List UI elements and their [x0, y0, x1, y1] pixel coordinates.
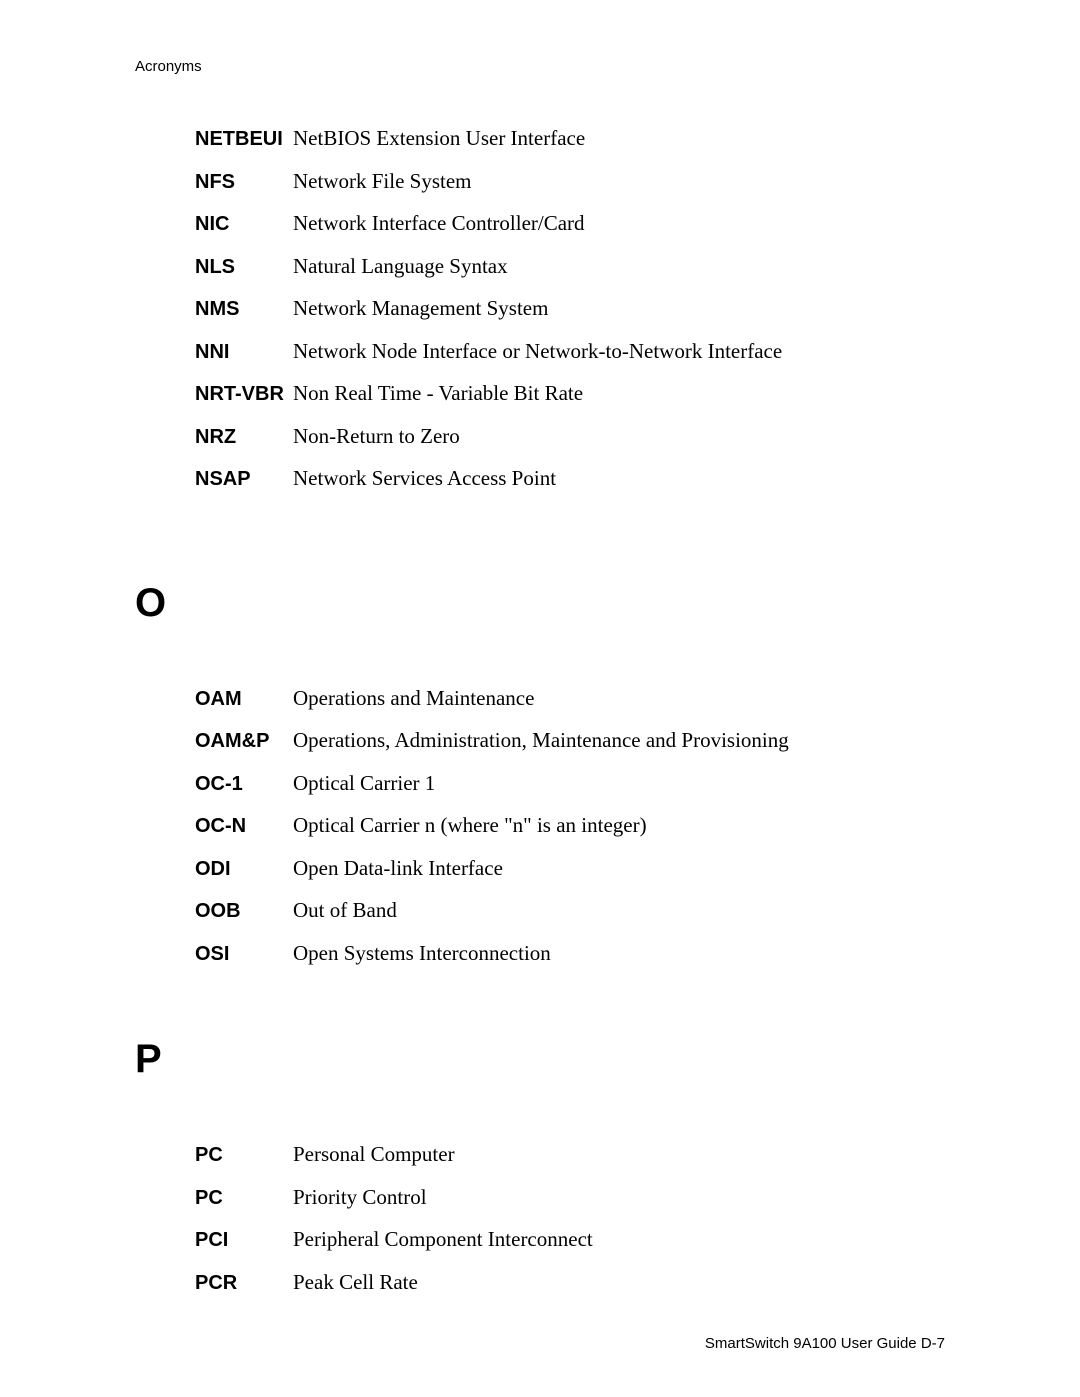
entry-row: NLS Natural Language Syntax [195, 251, 945, 283]
entry-row: PC Personal Computer [195, 1139, 945, 1171]
entry-term: OAM&P [195, 726, 293, 756]
entry-def: Operations, Administration, Maintenance … [293, 725, 945, 757]
entry-row: OAM&P Operations, Administration, Mainte… [195, 725, 945, 757]
entry-row: OC-N Optical Carrier n (where "n" is an … [195, 810, 945, 842]
entry-def: Non Real Time - Variable Bit Rate [293, 378, 945, 410]
entry-term: OC-1 [195, 769, 293, 799]
entry-def: Optical Carrier 1 [293, 768, 945, 800]
entry-row: OC-1 Optical Carrier 1 [195, 768, 945, 800]
entry-row: NETBEUI NetBIOS Extension User Interface [195, 123, 945, 155]
entry-term: NFS [195, 167, 293, 197]
entry-term: ODI [195, 854, 293, 884]
entry-term: NNI [195, 337, 293, 367]
entry-row: OOB Out of Band [195, 895, 945, 927]
entry-term: OSI [195, 939, 293, 969]
entry-row: OAM Operations and Maintenance [195, 683, 945, 715]
section-o: O OAM Operations and Maintenance OAM&P O… [135, 583, 945, 970]
entry-def: Network Node Interface or Network-to-Net… [293, 336, 945, 368]
entry-term: PC [195, 1140, 293, 1170]
entry-row: PC Priority Control [195, 1182, 945, 1214]
entry-row: NIC Network Interface Controller/Card [195, 208, 945, 240]
entry-term: PCR [195, 1268, 293, 1298]
entry-def: Peripheral Component Interconnect [293, 1224, 945, 1256]
section-letter: P [135, 1039, 945, 1079]
entry-def: Open Systems Interconnection [293, 938, 945, 970]
entry-row: NRZ Non-Return to Zero [195, 421, 945, 453]
entry-list: OAM Operations and Maintenance OAM&P Ope… [135, 683, 945, 970]
entry-term: OC-N [195, 811, 293, 841]
entry-def: Network Interface Controller/Card [293, 208, 945, 240]
entry-def: Non-Return to Zero [293, 421, 945, 453]
entry-def: Open Data-link Interface [293, 853, 945, 885]
entry-term: OAM [195, 684, 293, 714]
entry-def: Personal Computer [293, 1139, 945, 1171]
entry-def: Network File System [293, 166, 945, 198]
entry-term: OOB [195, 896, 293, 926]
entry-term: NETBEUI [195, 124, 293, 154]
section-p: P PC Personal Computer PC Priority Contr… [135, 1039, 945, 1298]
entry-def: Network Services Access Point [293, 463, 945, 495]
entry-row: NSAP Network Services Access Point [195, 463, 945, 495]
entry-row: OSI Open Systems Interconnection [195, 938, 945, 970]
page-footer: SmartSwitch 9A100 User Guide D-7 [705, 1335, 945, 1352]
entry-term: NRT-VBR [195, 379, 293, 409]
entry-def: Natural Language Syntax [293, 251, 945, 283]
entry-term: PC [195, 1183, 293, 1213]
entry-def: Peak Cell Rate [293, 1267, 945, 1299]
entry-row: NNI Network Node Interface or Network-to… [195, 336, 945, 368]
entry-def: NetBIOS Extension User Interface [293, 123, 945, 155]
entry-row: ODI Open Data-link Interface [195, 853, 945, 885]
entry-list: PC Personal Computer PC Priority Control… [135, 1139, 945, 1298]
entry-def: Out of Band [293, 895, 945, 927]
entry-list: NETBEUI NetBIOS Extension User Interface… [135, 123, 945, 495]
section-letter: O [135, 583, 945, 623]
entry-term: NLS [195, 252, 293, 282]
entry-row: NMS Network Management System [195, 293, 945, 325]
entry-term: NIC [195, 209, 293, 239]
entry-term: NRZ [195, 422, 293, 452]
entry-term: NMS [195, 294, 293, 324]
entry-row: NFS Network File System [195, 166, 945, 198]
entry-row: NRT-VBR Non Real Time - Variable Bit Rat… [195, 378, 945, 410]
entry-def: Optical Carrier n (where "n" is an integ… [293, 810, 945, 842]
entry-row: PCI Peripheral Component Interconnect [195, 1224, 945, 1256]
entry-row: PCR Peak Cell Rate [195, 1267, 945, 1299]
page: Acronyms NETBEUI NetBIOS Extension User … [0, 0, 1080, 1397]
running-head: Acronyms [135, 58, 945, 75]
entry-term: PCI [195, 1225, 293, 1255]
entry-def: Network Management System [293, 293, 945, 325]
entry-term: NSAP [195, 464, 293, 494]
section-n: NETBEUI NetBIOS Extension User Interface… [135, 123, 945, 495]
entry-def: Priority Control [293, 1182, 945, 1214]
entry-def: Operations and Maintenance [293, 683, 945, 715]
